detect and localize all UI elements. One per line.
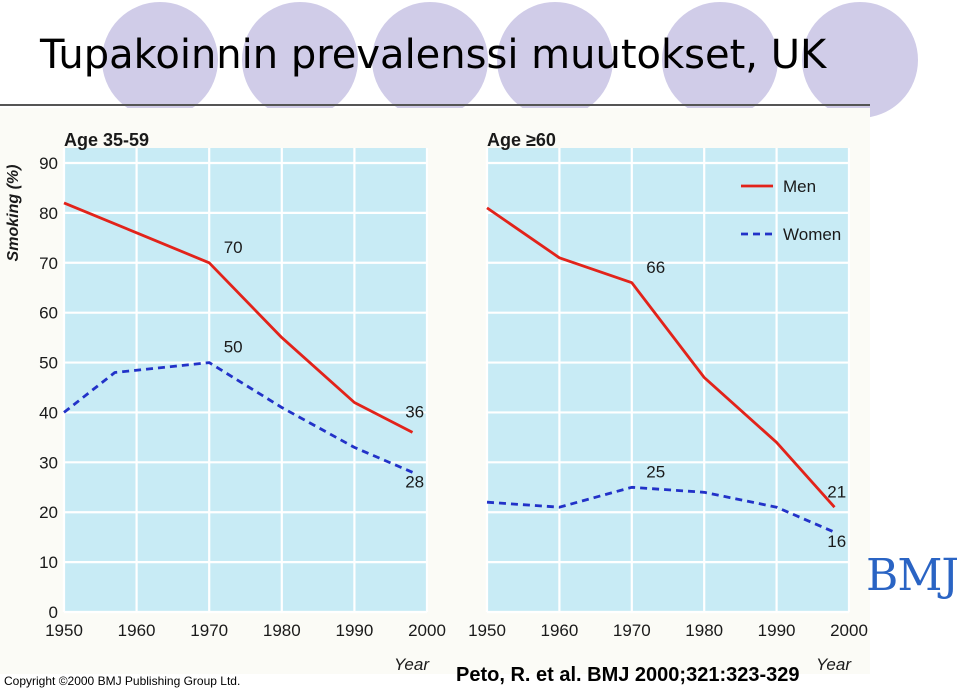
decorative-circles [98,0,922,120]
data-label: 25 [646,462,665,481]
y-tick-label: 50 [39,354,58,373]
x-tick-label: 2000 [408,621,446,640]
series-line-men [63,201,414,434]
series-line-women [63,361,414,474]
copyright-notice: Copyright ©2000 BMJ Publishing Group Ltd… [4,674,241,688]
title-divider [0,104,870,106]
data-label: 16 [827,532,846,551]
x-tick-label: 1960 [540,621,578,640]
y-tick-label: 0 [49,603,58,622]
decor-circle [493,0,617,120]
panel-title: Age 35-59 [64,130,149,150]
y-tick-label: 70 [39,254,58,273]
decor-circle [98,0,222,120]
x-tick-label: 1980 [685,621,723,640]
citation: Peto, R. et al. BMJ 2000;321:323-329 [456,664,800,686]
x-tick-label: 1980 [263,621,301,640]
panel-title: Age ≥60 [487,130,556,150]
x-tick-label: 1990 [758,621,796,640]
decor-circle [798,0,922,120]
data-label: 70 [224,238,243,257]
decor-circle [658,0,782,120]
series-line-women [486,485,836,534]
y-tick-label: 20 [39,503,58,522]
series-line-men [486,206,836,509]
x-tick-label: 1950 [45,621,83,640]
y-tick-label: 40 [39,403,58,422]
x-tick-label: 1990 [335,621,373,640]
x-tick-label: 1970 [613,621,651,640]
data-label: 36 [405,402,424,421]
plot-area [64,148,427,612]
data-label: 28 [405,472,424,491]
bmj-logo: BMJ [866,550,959,601]
y-tick-label: 60 [39,304,58,323]
y-axis-label: Smoking (%) [5,165,22,262]
y-tick-label: 30 [39,453,58,472]
x-tick-label: 1970 [190,621,228,640]
y-tick-label: 10 [39,553,58,572]
data-label: 66 [646,258,665,277]
y-tick-label: 80 [39,204,58,223]
x-tick-label: 1950 [468,621,506,640]
decor-circle [238,0,362,120]
x-tick-label: 1960 [118,621,156,640]
slide-title: Tupakoinnin prevalenssi muutokset, UK [40,32,827,78]
decor-circle [368,0,492,120]
legend-label-women: Women [783,225,841,244]
x-axis-label: Year [816,655,852,674]
x-tick-label: 2000 [830,621,868,640]
data-label: 21 [827,482,846,501]
data-label: 50 [224,338,243,357]
y-tick-label: 90 [39,154,58,173]
legend-label-men: Men [783,177,816,196]
plot-area [487,148,849,612]
x-axis-label: Year [394,655,430,674]
smoking-prevalence-figure: Age 35-59 0 10 20 30 40 50 60 70 80 90 Smoking (%) 1… [0,108,870,674]
